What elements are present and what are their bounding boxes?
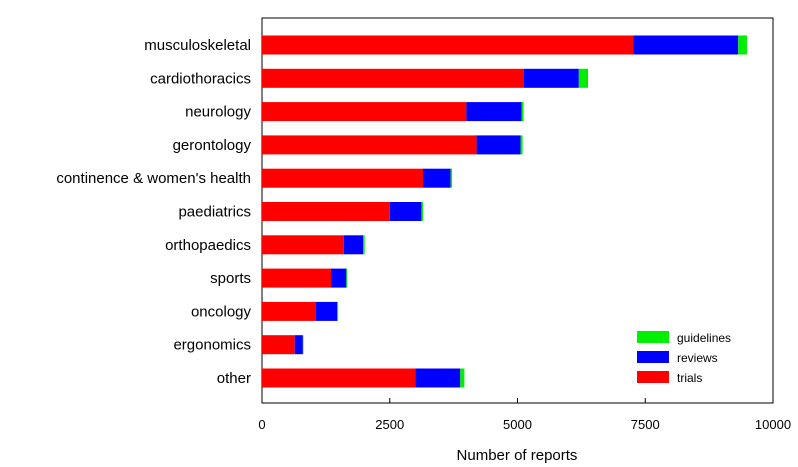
bar-trials xyxy=(262,102,467,122)
bar-trials xyxy=(262,268,331,288)
bar-reviews xyxy=(294,335,303,355)
category-label: sports xyxy=(210,270,251,287)
bar-trials xyxy=(262,35,634,55)
legend-swatch-trials xyxy=(637,371,669,383)
legend: guidelines reviews trials xyxy=(637,331,731,385)
bar-guidelines xyxy=(450,168,453,188)
bar-guidelines xyxy=(521,102,524,122)
category-labels: musculoskeletal cardiothoracics neurology g… xyxy=(56,37,251,387)
category-label: ergonomics xyxy=(173,337,251,354)
bar-reviews xyxy=(523,68,579,88)
x-tick-label: 5000 xyxy=(503,417,532,432)
bar-reviews xyxy=(389,202,422,221)
x-tick-label: 2500 xyxy=(375,417,404,432)
bar-guidelines xyxy=(520,135,523,155)
bar-trials xyxy=(262,68,524,88)
bar-guidelines xyxy=(302,335,304,355)
legend-swatch-reviews xyxy=(637,351,669,363)
category-label: cardiothoracics xyxy=(150,70,251,87)
legend-label-guidelines: guidelines xyxy=(677,331,731,345)
bar-guidelines xyxy=(421,202,423,221)
category-label: continence & women's health xyxy=(56,170,251,187)
bar-trials xyxy=(262,301,316,321)
bar-reviews xyxy=(422,168,451,188)
bar-trials xyxy=(262,135,477,155)
bar-reviews xyxy=(476,135,521,155)
bar-trials xyxy=(262,235,344,255)
bar-reviews xyxy=(466,102,522,122)
category-label: neurology xyxy=(185,104,251,121)
category-label: other xyxy=(217,370,251,387)
bar-reviews xyxy=(343,235,364,255)
legend-label-trials: trials xyxy=(677,371,702,385)
bar-trials xyxy=(262,168,423,188)
bar-reviews xyxy=(315,301,338,321)
category-label: gerontology xyxy=(173,137,252,154)
x-tick-label: 0 xyxy=(258,417,265,432)
bar-guidelines xyxy=(363,235,365,255)
bars-group xyxy=(262,35,747,388)
bar-trials xyxy=(262,202,390,221)
x-tick-label: 10000 xyxy=(755,417,791,432)
legend-label-reviews: reviews xyxy=(677,351,718,365)
bar-reviews xyxy=(415,368,461,388)
category-label: orthopaedics xyxy=(165,237,251,254)
x-axis-ticks: 0 2500 5000 7500 10000 xyxy=(258,398,791,432)
bar-guidelines xyxy=(337,301,339,321)
category-label: paediatrics xyxy=(178,204,251,221)
bar-trials xyxy=(262,335,295,355)
x-tick-label: 7500 xyxy=(631,417,660,432)
bar-guidelines xyxy=(460,368,465,388)
legend-swatch-guidelines xyxy=(637,331,669,343)
bar-guidelines xyxy=(738,35,747,55)
x-axis-title: Number of reports xyxy=(457,447,578,464)
category-label: oncology xyxy=(191,303,252,320)
category-label: musculoskeletal xyxy=(144,37,251,54)
bar-reviews xyxy=(330,268,347,288)
bar-reviews xyxy=(633,35,739,55)
bar-guidelines xyxy=(578,68,589,88)
bar-guidelines xyxy=(346,268,348,288)
bar-trials xyxy=(262,368,416,388)
